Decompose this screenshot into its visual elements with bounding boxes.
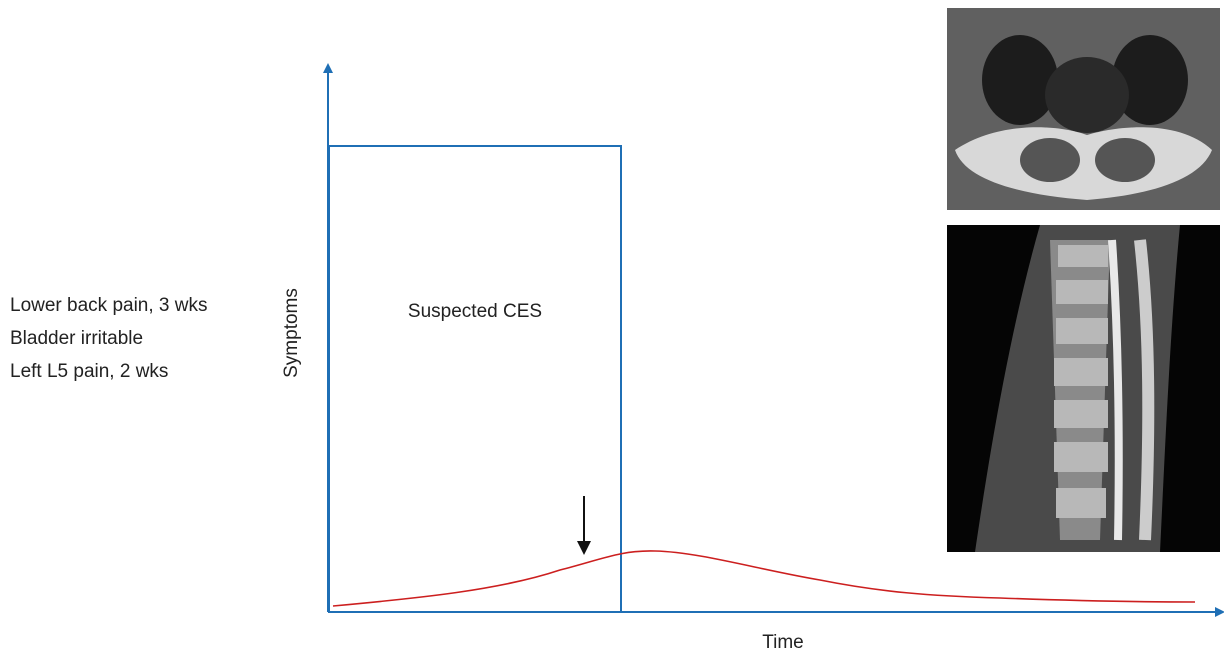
ces-box	[329, 146, 621, 612]
y-axis-label: Symptoms	[281, 288, 302, 378]
symptom-curve	[333, 551, 1195, 606]
symptom: Bladder irritable	[10, 328, 143, 349]
box-label: Suspected CES	[408, 301, 542, 322]
symptom: Left L5 pain, 2 wks	[10, 361, 168, 382]
x-axis-label: Time	[762, 632, 804, 653]
mri-axial	[947, 8, 1220, 210]
mri-sagittal	[947, 225, 1220, 552]
diagram: Lower back pain, 3 wks Bladder irritable…	[0, 0, 1224, 656]
symptom: Lower back pain, 3 wks	[10, 295, 208, 316]
